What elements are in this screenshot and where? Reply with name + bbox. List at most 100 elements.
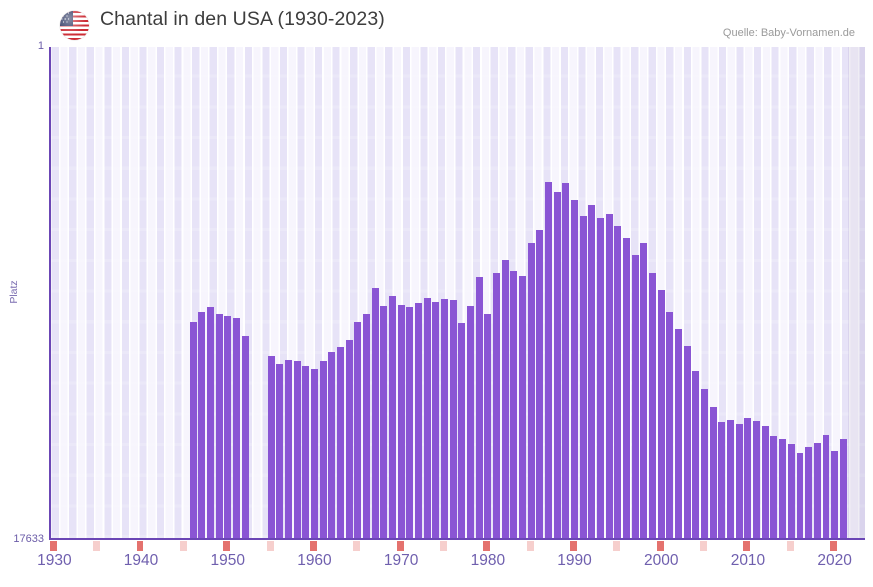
bar[interactable] bbox=[406, 307, 414, 539]
x-axis-tick-1930: 1930 bbox=[37, 552, 72, 569]
bar[interactable] bbox=[475, 277, 483, 539]
bar[interactable] bbox=[553, 192, 561, 539]
y-axis-tick-top: 1 bbox=[37, 40, 44, 52]
bar[interactable] bbox=[839, 439, 847, 539]
bar[interactable] bbox=[822, 434, 830, 539]
year-marker-1975 bbox=[440, 541, 447, 551]
year-marker-strip bbox=[49, 541, 865, 551]
bar[interactable] bbox=[770, 436, 778, 539]
bar[interactable] bbox=[701, 388, 709, 539]
usa-flag-icon bbox=[60, 11, 89, 40]
bar[interactable] bbox=[519, 275, 526, 539]
year-marker-2020 bbox=[830, 541, 838, 551]
bar[interactable] bbox=[484, 313, 492, 539]
bar[interactable] bbox=[666, 312, 674, 539]
bar[interactable] bbox=[458, 323, 466, 539]
bar[interactable] bbox=[614, 225, 622, 539]
bar[interactable] bbox=[267, 356, 275, 539]
bar[interactable] bbox=[371, 287, 379, 539]
bar[interactable] bbox=[449, 299, 457, 539]
bar[interactable] bbox=[189, 322, 197, 539]
x-axis-tick-1960: 1960 bbox=[297, 552, 332, 569]
bar[interactable] bbox=[692, 370, 700, 539]
bar[interactable] bbox=[310, 368, 318, 539]
bar[interactable] bbox=[735, 424, 743, 539]
bar[interactable] bbox=[562, 183, 570, 539]
bar[interactable] bbox=[501, 259, 509, 539]
bar[interactable] bbox=[345, 339, 353, 539]
flag-stars bbox=[60, 11, 73, 26]
source-attribution: Quelle: Baby-Vornamen.de bbox=[722, 27, 855, 39]
year-marker-2010 bbox=[743, 541, 751, 551]
bar[interactable] bbox=[649, 273, 657, 539]
bar[interactable] bbox=[727, 420, 735, 539]
y-axis-line bbox=[49, 47, 51, 539]
bar[interactable] bbox=[241, 336, 249, 539]
bar[interactable] bbox=[380, 305, 388, 539]
bar[interactable] bbox=[397, 304, 405, 539]
bar[interactable] bbox=[362, 314, 370, 539]
bar[interactable] bbox=[336, 346, 344, 539]
bar[interactable] bbox=[293, 360, 301, 539]
bar[interactable] bbox=[571, 199, 578, 539]
year-marker-1930 bbox=[49, 541, 57, 551]
bar[interactable] bbox=[423, 297, 431, 539]
bar[interactable] bbox=[787, 444, 795, 539]
x-axis-tick-1970: 1970 bbox=[383, 552, 419, 569]
bar[interactable] bbox=[675, 328, 683, 539]
bar[interactable] bbox=[493, 273, 500, 539]
bar[interactable] bbox=[354, 322, 362, 539]
flag-gloss bbox=[60, 11, 89, 40]
bar[interactable] bbox=[389, 295, 396, 539]
bar[interactable] bbox=[605, 214, 613, 539]
bar[interactable] bbox=[441, 298, 448, 539]
bar[interactable] bbox=[718, 421, 726, 539]
bar[interactable] bbox=[831, 450, 839, 539]
bar[interactable] bbox=[206, 307, 214, 539]
bar[interactable] bbox=[224, 316, 232, 539]
bar[interactable] bbox=[432, 301, 440, 539]
bar[interactable] bbox=[284, 360, 292, 539]
bar[interactable] bbox=[744, 418, 752, 539]
x-axis-tick-1940: 1940 bbox=[123, 552, 159, 569]
year-marker-1985 bbox=[526, 541, 534, 551]
bar[interactable] bbox=[232, 317, 240, 539]
bar[interactable] bbox=[779, 439, 787, 539]
bar[interactable] bbox=[467, 305, 474, 539]
bar[interactable] bbox=[415, 302, 422, 539]
x-axis-line bbox=[49, 538, 865, 540]
bar[interactable] bbox=[536, 230, 544, 539]
bar[interactable] bbox=[510, 270, 518, 539]
bar[interactable] bbox=[215, 313, 223, 539]
bar[interactable] bbox=[753, 420, 761, 539]
bar[interactable] bbox=[683, 346, 691, 539]
bar[interactable] bbox=[276, 363, 284, 539]
x-axis-tick-2020: 2020 bbox=[817, 552, 852, 569]
bar[interactable] bbox=[623, 238, 631, 539]
bar[interactable] bbox=[597, 218, 604, 539]
bar[interactable] bbox=[198, 311, 206, 539]
bar[interactable] bbox=[761, 425, 769, 539]
x-axis-ticks: 1930 1940 1950 1960 1970 1980 1990 2000 2010 2020 bbox=[0, 552, 873, 580]
year-marker-1980 bbox=[483, 541, 491, 551]
bar[interactable] bbox=[805, 446, 813, 539]
bar[interactable] bbox=[328, 352, 336, 539]
year-marker-1955 bbox=[266, 541, 274, 551]
bar[interactable] bbox=[640, 243, 648, 539]
bar[interactable] bbox=[545, 181, 552, 539]
bar[interactable] bbox=[813, 442, 821, 539]
year-marker-1990 bbox=[570, 541, 577, 551]
bar[interactable] bbox=[579, 215, 587, 539]
bar[interactable] bbox=[709, 406, 717, 539]
year-marker-1960 bbox=[309, 541, 317, 551]
y-axis-tick-bottom: 17633 bbox=[13, 533, 44, 545]
bar[interactable] bbox=[796, 452, 804, 539]
year-marker-1940 bbox=[136, 541, 144, 551]
bar[interactable] bbox=[302, 365, 310, 539]
bar[interactable] bbox=[588, 205, 596, 539]
bar[interactable] bbox=[527, 242, 535, 539]
bar[interactable] bbox=[319, 361, 327, 539]
bar[interactable] bbox=[657, 290, 665, 539]
x-axis-tick-1990: 1990 bbox=[557, 552, 592, 569]
bar[interactable] bbox=[631, 255, 639, 539]
